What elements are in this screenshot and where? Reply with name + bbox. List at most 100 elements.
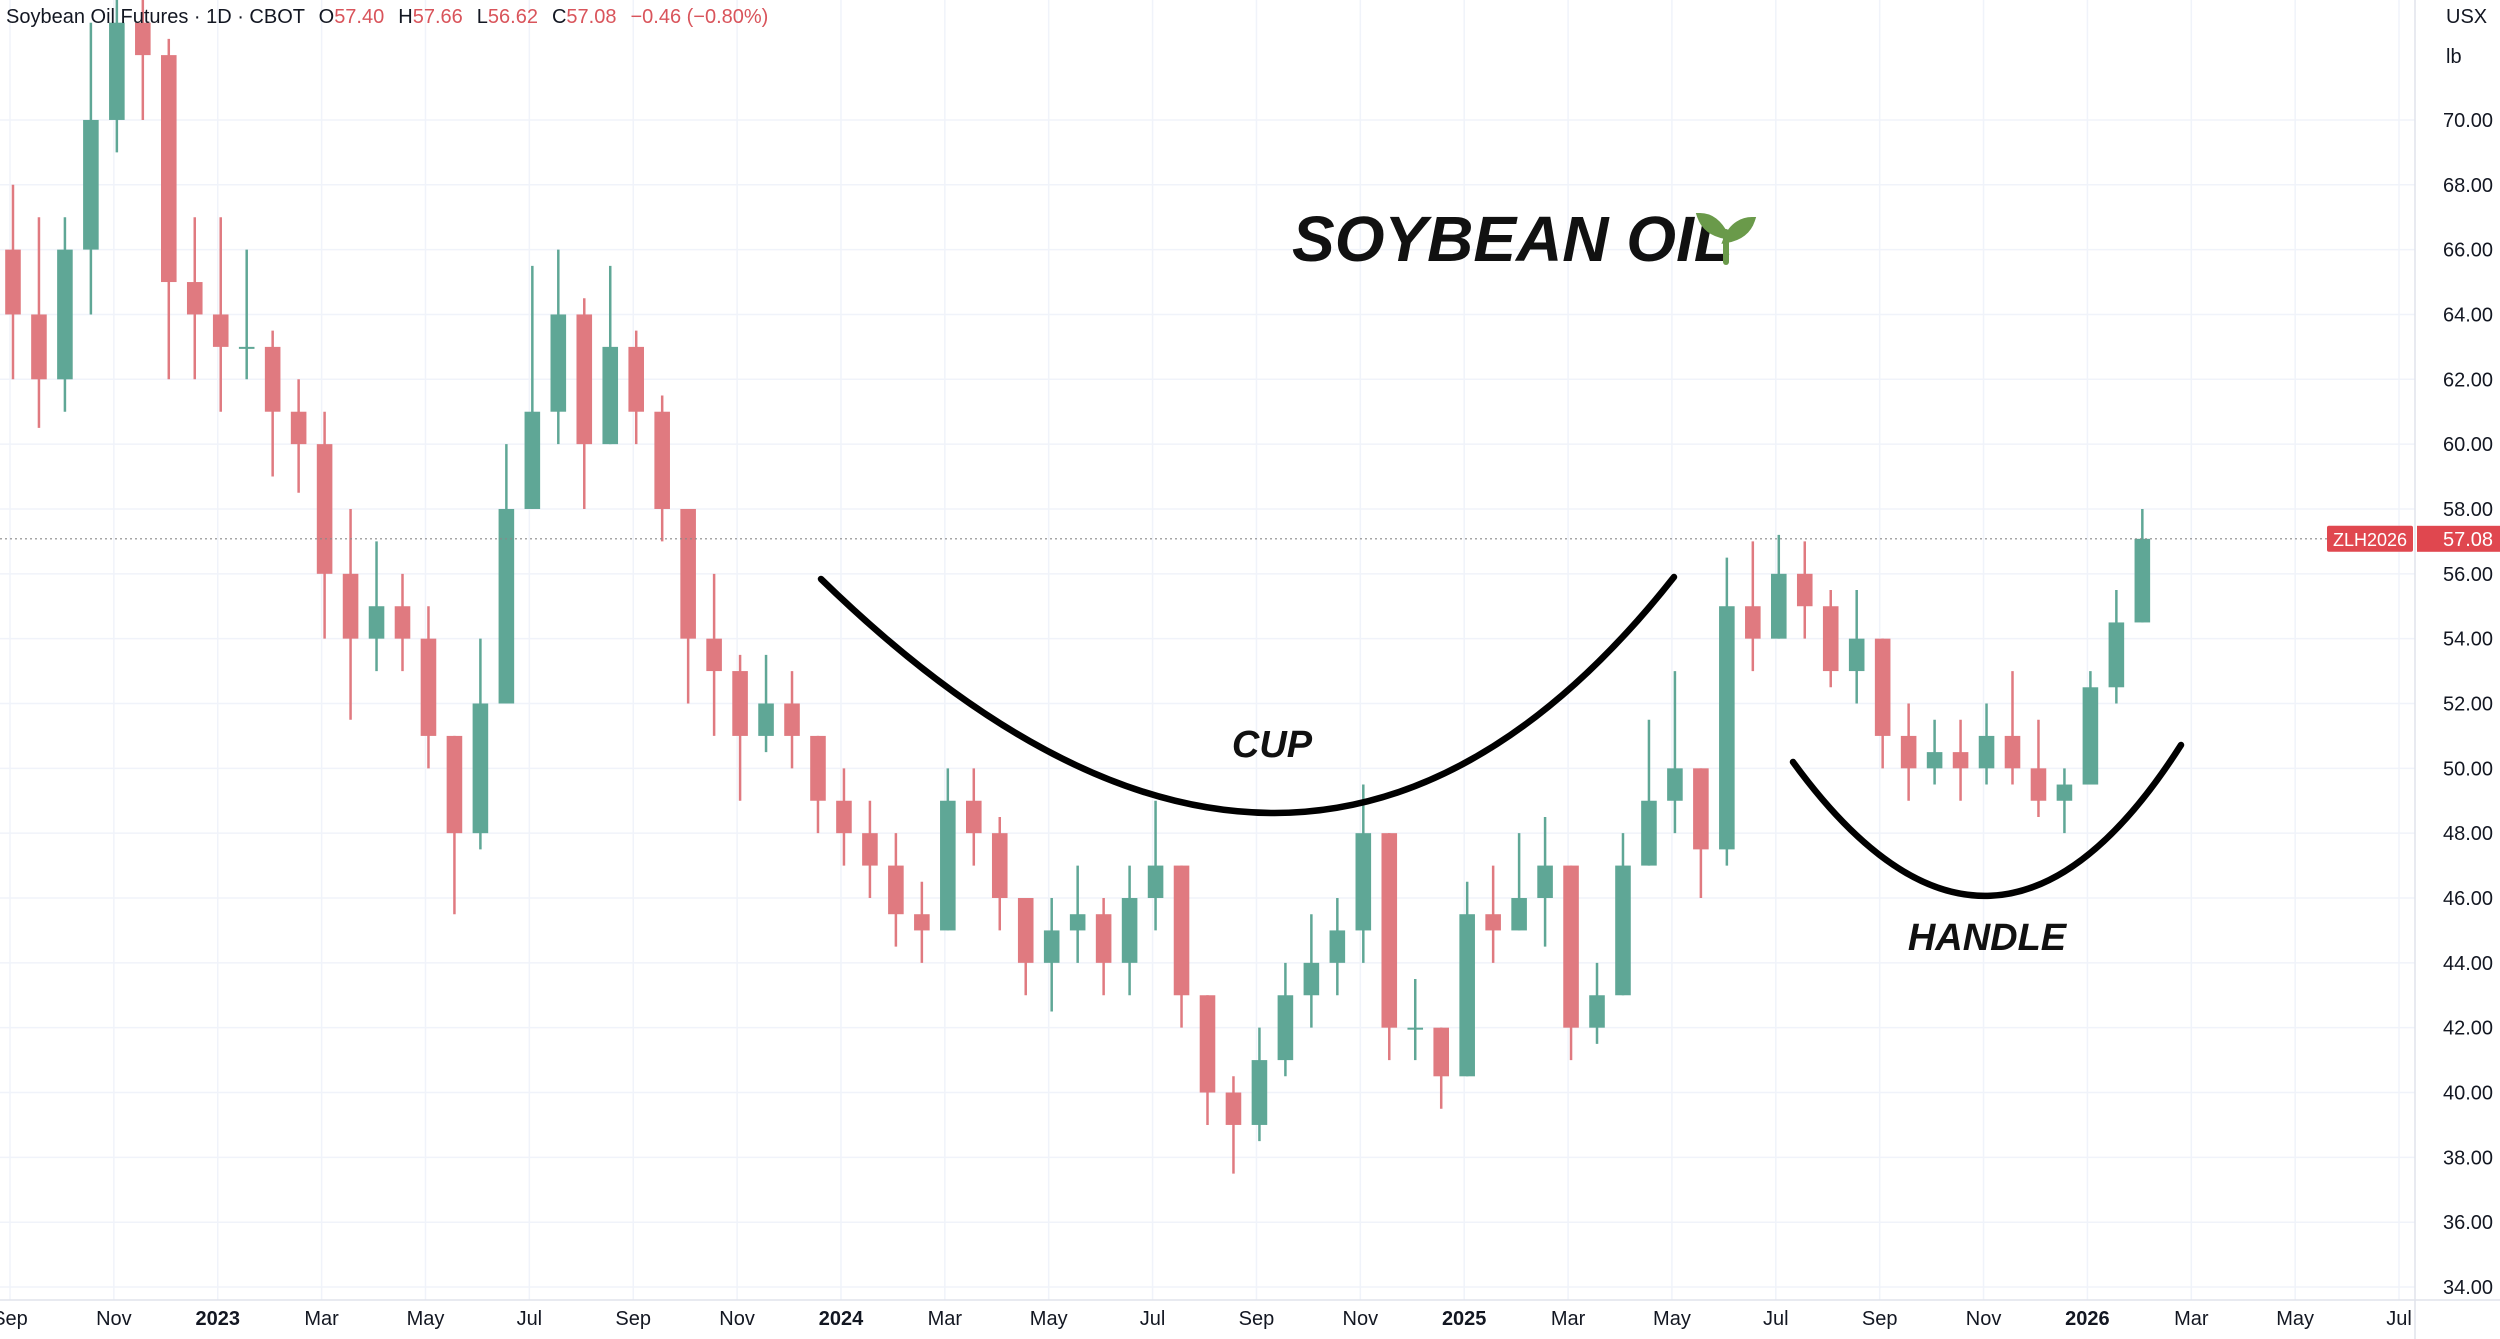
y-tick-label: 68.00: [2443, 175, 2493, 197]
cup-label: CUP: [1232, 724, 1313, 766]
candle-body: [368, 606, 385, 639]
y-tick-label: 66.00: [2443, 240, 2493, 262]
candle-body: [1719, 606, 1735, 850]
x-tick-label: Nov: [1343, 1308, 1379, 1330]
y-tick-label: 64.00: [2443, 304, 2493, 326]
x-tick-label: 2025: [1442, 1308, 1487, 1330]
candle-body: [1926, 752, 1943, 769]
candle-body: [186, 282, 203, 315]
candle-body: [991, 833, 1008, 899]
candle-body: [2134, 538, 2151, 623]
handle-label: HANDLE: [1908, 917, 2068, 959]
candle-body: [394, 606, 411, 639]
unit: lb: [2446, 46, 2462, 68]
candle-body: [758, 703, 774, 736]
x-tick-label: 2023: [195, 1308, 240, 1330]
y-tick-label: 52.00: [2443, 693, 2493, 715]
candle-body: [109, 22, 125, 120]
x-tick-label: Mar: [928, 1308, 963, 1330]
candle-body: [2004, 735, 2021, 769]
ohlc-key: L: [477, 6, 488, 28]
symbol-tag-label: ZLH2026: [2333, 530, 2407, 550]
x-tick-label: May: [1030, 1308, 1068, 1330]
candle-body: [1277, 995, 1294, 1061]
symbol-tag: [2327, 525, 2413, 552]
candle-body: [1433, 1027, 1449, 1077]
change: −0.46 (−0.80%): [630, 6, 768, 28]
candle-body: [966, 800, 982, 834]
sprout-icon: [1695, 212, 1757, 265]
candle-body: [2082, 687, 2099, 785]
handle-curve: [1789, 741, 2185, 900]
y-tick-label: 56.00: [2443, 564, 2493, 586]
x-tick-label: Jul: [1140, 1308, 1166, 1330]
candle-body: [2108, 622, 2125, 688]
x-tick-label: Sep: [1239, 1308, 1275, 1330]
candle-body: [264, 346, 281, 412]
x-tick-label: Nov: [96, 1308, 132, 1330]
price-tag: [2417, 525, 2500, 552]
cup-curve: [817, 573, 1678, 817]
x-tick-label: Sep: [1862, 1308, 1898, 1330]
candle-body: [1121, 898, 1138, 963]
y-tick-label: 46.00: [2443, 888, 2493, 910]
candle-body: [524, 411, 541, 509]
candle-body: [1589, 995, 1605, 1028]
axes: 34.00 36.00 38.00 40.00 42.00 44.00 46.00 48.00…: [0, 110, 2500, 1330]
x-tick-label: Mar: [1551, 1308, 1586, 1330]
candle-body: [1796, 573, 1813, 607]
brand-title: SOYBEAN OIL: [1292, 203, 1733, 275]
x-tick-label: Mar: [304, 1308, 339, 1330]
candle-body: [1822, 606, 1839, 672]
x-tick-label: Nov: [719, 1308, 755, 1330]
candle-body: [1459, 914, 1475, 1077]
candle-body: [2056, 784, 2073, 801]
candle-body: [238, 346, 255, 349]
candle-body: [342, 573, 359, 639]
candle-body: [550, 314, 567, 412]
candle-body: [1641, 800, 1657, 866]
ohlc-key: H: [398, 6, 412, 28]
candle-body: [1017, 898, 1034, 963]
candle-body: [732, 671, 748, 736]
candle-body: [212, 314, 229, 347]
candle-body: [83, 119, 99, 250]
candle-body: [1381, 833, 1398, 1028]
x-tick-label: Jul: [517, 1308, 543, 1330]
y-tick-label: 34.00: [2443, 1277, 2493, 1299]
y-tick-label: 62.00: [2443, 369, 2493, 391]
y-tick-label: 42.00: [2443, 1018, 2493, 1040]
candle-body: [888, 865, 904, 915]
y-tick-label: 50.00: [2443, 758, 2493, 780]
y-tick-label: 44.00: [2443, 953, 2493, 975]
header-title: Soybean Oil Futures · 1D · CBOT: [6, 6, 305, 28]
candle-body: [706, 638, 722, 672]
candle-body: [2030, 768, 2047, 801]
candle-body: [1043, 930, 1060, 963]
y-tick-label: 40.00: [2443, 1083, 2493, 1105]
ohlc-key: C: [552, 6, 566, 28]
candle-body: [1693, 768, 1709, 850]
candle-body: [1615, 865, 1631, 996]
candle-body: [576, 314, 593, 445]
x-tick-label: Jul: [1763, 1308, 1789, 1330]
candle-body: [602, 346, 619, 445]
candle-body: [57, 249, 73, 380]
candle-body: [1978, 735, 1995, 769]
candle-body: [836, 800, 852, 834]
candle-body: [31, 314, 47, 380]
candle-body: [472, 703, 489, 834]
x-tick-label: May: [1653, 1308, 1691, 1330]
x-tick-label: 2026: [2065, 1308, 2110, 1330]
x-tick-label: Mar: [2174, 1308, 2209, 1330]
candle-body: [290, 411, 307, 445]
candle-body: [498, 508, 515, 704]
ohlc-value: 57.66: [413, 6, 463, 28]
candle-body: [1745, 606, 1761, 639]
candle-body: [1225, 1092, 1242, 1125]
candle-body: [810, 735, 826, 801]
x-tick-label: Jul: [2386, 1308, 2412, 1330]
candle-body: [161, 55, 177, 283]
candle-body: [1485, 914, 1501, 931]
